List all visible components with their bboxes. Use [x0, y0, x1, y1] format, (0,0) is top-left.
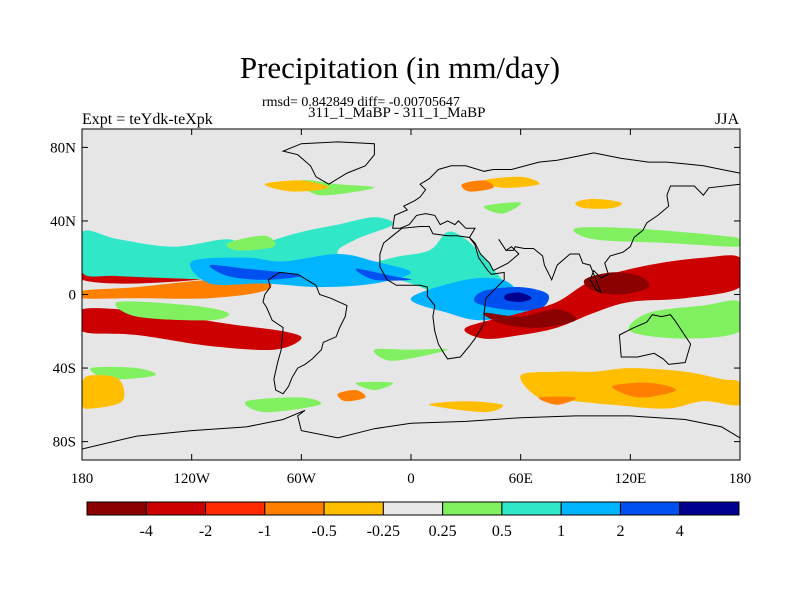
- colorbar-swatch: [382, 501, 444, 516]
- experiment-label: Expt = teYdk-teXpk: [82, 111, 213, 128]
- x-tick-label: 0: [407, 471, 415, 487]
- colorbar-label: 0.25: [429, 523, 457, 540]
- anomaly-region-1: [82, 308, 302, 350]
- x-tick-label: 120W: [173, 471, 211, 487]
- colorbar-swatch: [679, 501, 740, 516]
- y-axis: 80N 40N 0 40S 80S: [50, 140, 740, 451]
- colorbar-label: 4: [676, 523, 684, 540]
- greenland-coast: [281, 141, 375, 185]
- colorbar-label: 2: [616, 523, 624, 540]
- colorbar-swatch: [619, 501, 681, 516]
- anomaly-region-26: [264, 180, 329, 192]
- y-tick-label: 80S: [53, 435, 76, 451]
- colorbar-swatch: [442, 501, 503, 516]
- colorbar-swatch: [501, 501, 562, 516]
- africa-coast: [379, 226, 505, 360]
- y-tick-label: 40S: [53, 361, 76, 377]
- colorbar-label: -1: [258, 523, 271, 540]
- y-tick-label: 40N: [50, 214, 76, 230]
- colorbar-label: -0.25: [367, 523, 400, 540]
- antarctica-coast: [82, 409, 740, 450]
- anomaly-region-15: [628, 300, 740, 339]
- eurasia-coast: [392, 152, 740, 295]
- x-tick-label: 120E: [614, 471, 646, 487]
- anomaly-region-28: [337, 390, 366, 402]
- x-axis: 180 120W 60W 0 60E 120E 180: [71, 129, 752, 487]
- anomaly-region-17: [244, 397, 322, 413]
- colorbar-swatch: [264, 501, 325, 516]
- colorbar: -4 -2 -1 -0.5 -0.25 0.25 0.5 1 2 4: [86, 501, 740, 540]
- chart-subtitle: 311_1_MaBP - 311_1_MaBP: [308, 105, 486, 121]
- australia-coast: [618, 314, 692, 365]
- anomaly-region-12: [483, 309, 576, 328]
- colorbar-swatch: [205, 501, 266, 516]
- y-tick-label: 80N: [50, 140, 76, 156]
- anomaly-region-20: [573, 227, 740, 247]
- anomaly-region-24: [429, 401, 503, 413]
- anomaly-region-32: [355, 381, 394, 391]
- anomaly-region-21: [226, 235, 276, 251]
- x-tick-label: 60W: [287, 471, 317, 487]
- colorbar-swatch: [560, 501, 621, 516]
- anomaly-region-7: [355, 268, 412, 281]
- anomaly-region-13: [115, 301, 229, 321]
- coastline-layer: [82, 141, 740, 450]
- anomaly-region-11: [583, 272, 650, 295]
- y-tick-label: 0: [69, 288, 77, 304]
- anomaly-region-22: [82, 375, 125, 409]
- colorbar-label: 0.5: [492, 523, 512, 540]
- anomaly-region-14: [373, 348, 448, 361]
- x-tick-label: 180: [71, 471, 94, 487]
- anomaly-layer: [82, 176, 740, 413]
- anomaly-region-19: [483, 202, 522, 214]
- season-label: JJA: [715, 111, 740, 128]
- colorbar-label: -4: [140, 523, 153, 540]
- anomaly-region-30: [538, 396, 576, 405]
- anomaly-region-9: [504, 292, 532, 302]
- anomaly-region-31: [461, 180, 494, 192]
- colorbar-label: -2: [199, 523, 212, 540]
- anomaly-region-25: [575, 198, 622, 209]
- colorbar-swatch: [145, 501, 207, 516]
- south-america-coast: [262, 271, 348, 395]
- anomaly-region-29: [612, 382, 677, 398]
- chart-title: Precipitation (in mm/day): [239, 50, 561, 85]
- colorbar-swatch: [323, 501, 384, 516]
- x-tick-label: 180: [729, 471, 752, 487]
- colorbar-label: 1: [557, 523, 565, 540]
- anomaly-region-6: [209, 264, 302, 280]
- colorbar-swatch: [86, 501, 147, 516]
- x-tick-label: 60E: [509, 471, 533, 487]
- stats-text: rmsd= 0.842849 diff= -0.00705647: [262, 95, 460, 110]
- anomaly-region-27: [483, 176, 540, 188]
- colorbar-label: -0.5: [311, 523, 336, 540]
